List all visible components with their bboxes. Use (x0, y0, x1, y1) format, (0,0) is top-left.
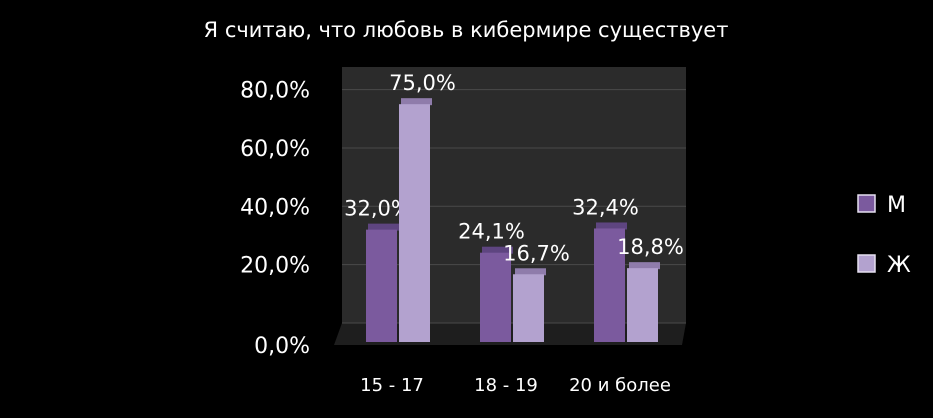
legend-swatch (857, 254, 876, 273)
bar-top (401, 98, 432, 106)
bar-top (629, 262, 660, 270)
legend-label: Ж (887, 253, 911, 278)
bar (480, 252, 511, 342)
data-label: 75,0% (389, 71, 456, 95)
y-tick-label: 60,0% (240, 137, 310, 162)
plot-area: 0,0%20,0%40,0%60,0%80,0%32,0%75,0%15 - 1… (240, 67, 686, 396)
x-tick-label: 15 - 17 (360, 375, 424, 396)
legend-label: М (887, 193, 906, 218)
data-label: 32,4% (572, 195, 639, 219)
bar-top (482, 246, 513, 254)
y-tick-label: 80,0% (240, 79, 310, 104)
y-tick-label: 0,0% (254, 334, 310, 359)
chart-title: Я считаю, что любовь в кибермире существ… (204, 18, 729, 42)
bar (366, 229, 397, 342)
bar (594, 228, 625, 342)
bar (627, 268, 658, 342)
bar (399, 104, 430, 342)
legend-swatch (857, 194, 876, 213)
y-tick-label: 40,0% (240, 195, 310, 220)
bar-top (515, 268, 546, 276)
legend: МЖ (857, 193, 911, 278)
data-label: 24,1% (458, 220, 525, 244)
bar-top (368, 223, 399, 231)
x-tick-label: 20 и более (569, 375, 671, 396)
y-tick-label: 20,0% (240, 254, 310, 279)
bar-top (596, 222, 627, 230)
data-label: 18,8% (617, 235, 684, 259)
x-tick-label: 18 - 19 (474, 375, 538, 396)
bar (513, 274, 544, 342)
data-label: 16,7% (503, 241, 570, 265)
